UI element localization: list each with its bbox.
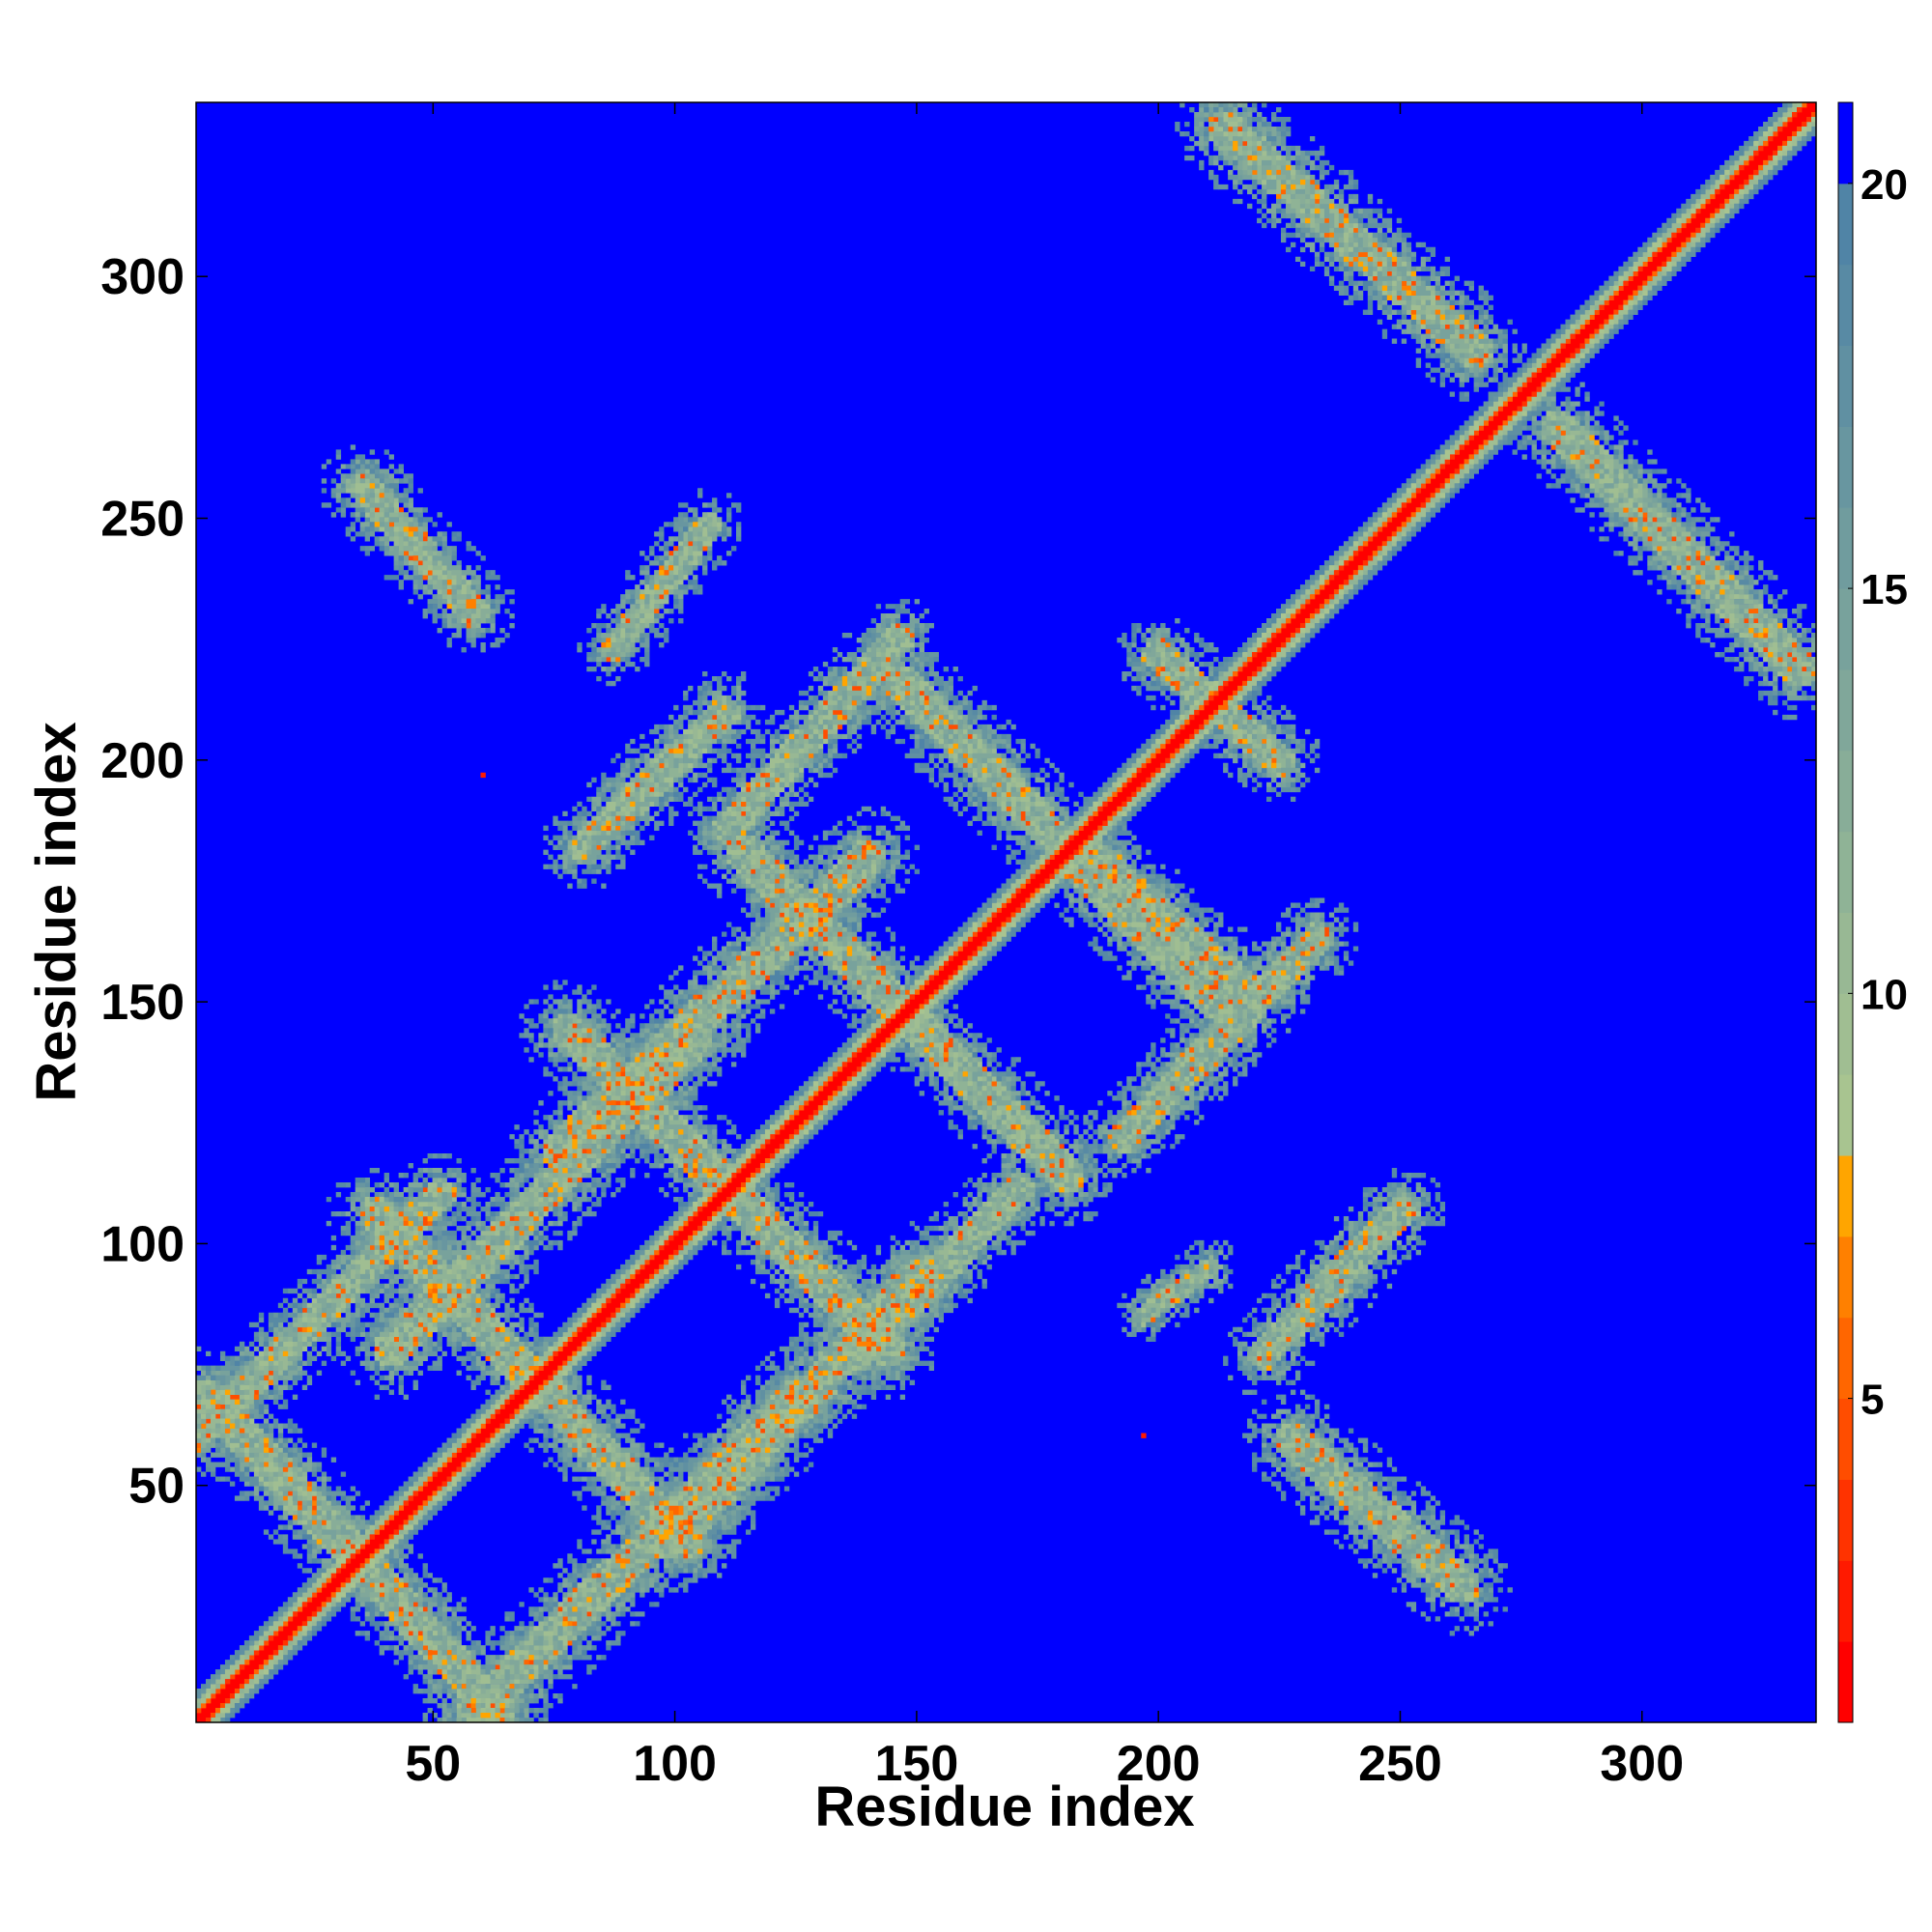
- y-tick-label: 150: [100, 975, 185, 1031]
- colorbar-segment: [1838, 831, 1853, 913]
- colorbar-segment: [1838, 102, 1853, 185]
- x-tick-label: 300: [1600, 1736, 1684, 1792]
- colorbar-segment: [1838, 1398, 1853, 1480]
- colorbar-segment: [1838, 426, 1853, 508]
- y-tick-label: 250: [100, 492, 185, 548]
- plot-frame: [195, 101, 1817, 1723]
- colorbar-segment: [1838, 1317, 1853, 1400]
- colorbar-segment: [1838, 1155, 1853, 1237]
- colorbar-tick-label: 5: [1861, 1377, 1884, 1424]
- colorbar-segment: [1838, 588, 1853, 670]
- colorbar-segment: [1838, 993, 1853, 1075]
- heatmap: [196, 102, 1817, 1723]
- y-tick-label: 200: [100, 733, 185, 789]
- colorbar-segment: [1838, 1479, 1853, 1561]
- y-tick-label: 50: [128, 1459, 185, 1515]
- axes: 50 100 150 200 250 300 50 100 150 200 250 300: [100, 101, 1817, 1792]
- colorbar-segment: [1838, 1641, 1853, 1723]
- colorbar: 5 10 15 20: [1837, 101, 1908, 1723]
- colorbar-segment: [1838, 1074, 1853, 1156]
- colorbar-frame: [1837, 101, 1854, 1723]
- x-tick-label: 200: [1117, 1736, 1201, 1792]
- x-axis-title: Residue index: [814, 1776, 1194, 1838]
- colorbar-segment: [1838, 750, 1853, 833]
- colorbar-segment: [1838, 264, 1853, 347]
- colorbar-segment: [1838, 668, 1853, 752]
- colorbar-segment: [1838, 507, 1853, 589]
- x-tick-label: 150: [875, 1736, 959, 1792]
- heatmap-cells: [196, 102, 1807, 1723]
- heatmap-cells: [196, 102, 1817, 1723]
- y-tick-label: 100: [100, 1216, 185, 1272]
- x-tick-label: 50: [405, 1736, 461, 1792]
- colorbar-tick-label: 15: [1861, 566, 1908, 613]
- colorbar-tick-label: 10: [1861, 971, 1908, 1018]
- colorbar-segment: [1838, 1236, 1853, 1319]
- y-axis-title: Residue index: [25, 722, 88, 1101]
- colorbar-segment: [1838, 183, 1853, 266]
- colorbar-segment: [1838, 345, 1853, 427]
- colorbar-tick-label: 20: [1861, 161, 1908, 209]
- x-tick-label: 100: [633, 1736, 717, 1792]
- x-tick-label: 250: [1358, 1736, 1442, 1792]
- colorbar-segment: [1838, 1560, 1853, 1642]
- colorbar-segment: [1838, 912, 1853, 994]
- y-tick-label: 300: [100, 249, 185, 305]
- heatmap-cells: [205, 106, 1812, 1723]
